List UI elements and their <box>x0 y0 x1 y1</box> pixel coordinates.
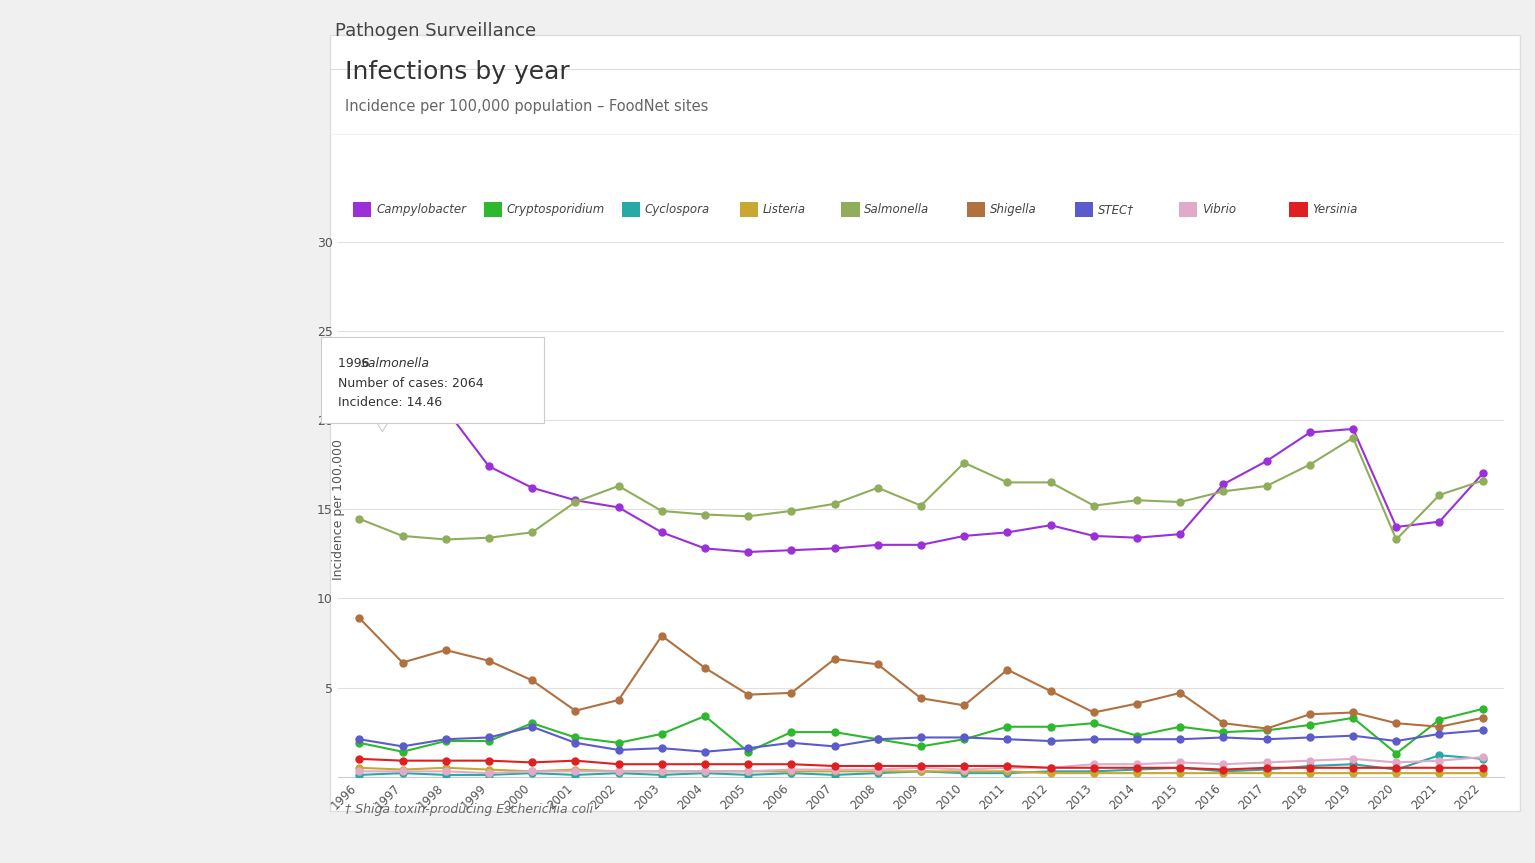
Text: Salmonella: Salmonella <box>864 203 930 217</box>
Text: † Shiga toxin-producing Escherichia coli: † Shiga toxin-producing Escherichia coli <box>345 803 594 816</box>
Text: Listeria: Listeria <box>763 203 806 217</box>
Text: Vibrio: Vibrio <box>1202 203 1236 217</box>
Text: Infections by year: Infections by year <box>345 60 569 85</box>
Text: Cyclospora: Cyclospora <box>645 203 711 217</box>
Text: Pathogen Surveillance: Pathogen Surveillance <box>335 22 536 40</box>
Text: Campylobacter: Campylobacter <box>376 203 467 217</box>
Text: Shigella: Shigella <box>990 203 1036 217</box>
Text: Cryptosporidium: Cryptosporidium <box>507 203 605 217</box>
Text: Salmonella: Salmonella <box>361 356 430 369</box>
Text: Incidence: 14.46: Incidence: 14.46 <box>338 396 442 409</box>
Text: Incidence per 100,000 population – FoodNet sites: Incidence per 100,000 population – FoodN… <box>345 99 709 114</box>
Text: Number of cases: 2064: Number of cases: 2064 <box>338 377 484 390</box>
Text: Incidence per 100,000: Incidence per 100,000 <box>333 438 345 580</box>
Text: STEC†: STEC† <box>1098 203 1134 217</box>
Text: 1996: 1996 <box>338 356 373 369</box>
Text: Yersinia: Yersinia <box>1312 203 1358 217</box>
